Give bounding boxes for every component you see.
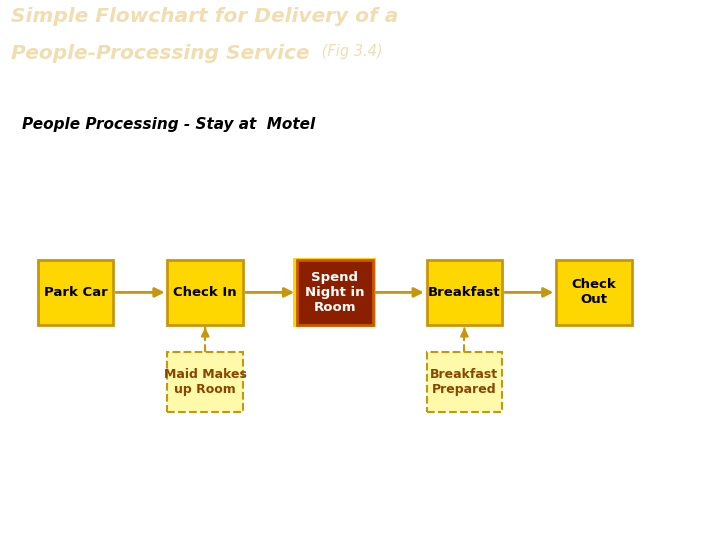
Text: Chapter 3 - 13: Chapter 3 - 13 xyxy=(646,516,711,525)
Text: Simple Flowchart for Delivery of a: Simple Flowchart for Delivery of a xyxy=(11,6,398,26)
Text: Breakfast: Breakfast xyxy=(428,286,500,299)
Text: People-Processing Service: People-Processing Service xyxy=(11,44,310,63)
FancyBboxPatch shape xyxy=(297,260,373,325)
Text: Maid Makes
up Room: Maid Makes up Room xyxy=(163,368,247,396)
Text: Park Car: Park Car xyxy=(44,286,107,299)
Text: Breakfast
Prepared: Breakfast Prepared xyxy=(431,368,498,396)
FancyBboxPatch shape xyxy=(556,260,632,325)
Text: Check
Out: Check Out xyxy=(572,279,616,306)
FancyBboxPatch shape xyxy=(37,260,114,325)
FancyBboxPatch shape xyxy=(167,260,243,325)
FancyBboxPatch shape xyxy=(294,258,376,327)
Text: Spend
Night in
Room: Spend Night in Room xyxy=(305,271,364,314)
Text: Services Marketing 6/E: Services Marketing 6/E xyxy=(308,516,412,525)
Text: Slide © 2007 by Christopher Lovelock and Jochen Wirtz: Slide © 2007 by Christopher Lovelock and… xyxy=(9,516,261,525)
FancyBboxPatch shape xyxy=(426,352,503,413)
Text: (Fig 3.4): (Fig 3.4) xyxy=(317,44,382,58)
Text: Check In: Check In xyxy=(174,286,237,299)
Text: People Processing - Stay at  Motel: People Processing - Stay at Motel xyxy=(22,117,315,132)
FancyBboxPatch shape xyxy=(426,260,503,325)
FancyBboxPatch shape xyxy=(167,352,243,413)
